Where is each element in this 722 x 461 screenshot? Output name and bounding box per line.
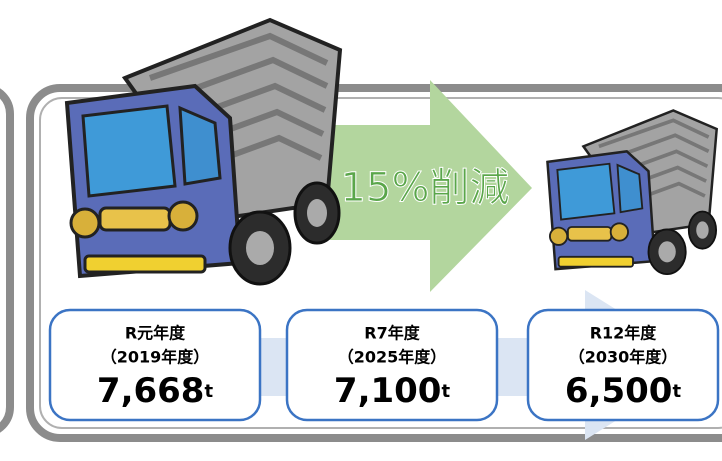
unit: t xyxy=(204,381,213,402)
amount: 7,668 xyxy=(97,371,205,411)
year: （2025年度） xyxy=(338,348,447,367)
amount-line: 7,668t xyxy=(97,371,214,411)
year: （2030年度） xyxy=(569,348,678,367)
infographic: 15%削減 R元年度 （2019年度） 7,668t R7年度 （2025年度）… xyxy=(0,0,722,461)
left-frame xyxy=(0,88,10,433)
amount-line: 7,100t xyxy=(334,371,451,411)
unit: t xyxy=(672,381,681,402)
box: R元年度 （2019年度） 7,668t xyxy=(50,310,260,420)
year: （2019年度） xyxy=(101,348,210,367)
period: R7年度 xyxy=(364,324,420,343)
box: R12年度 （2030年度） 6,500t xyxy=(528,310,718,420)
amount-line: 6,500t xyxy=(565,371,682,411)
period: R元年度 xyxy=(125,324,186,343)
callout: 15%削減 xyxy=(341,165,510,211)
amount: 6,500 xyxy=(565,371,673,411)
period: R12年度 xyxy=(590,324,658,343)
box: R7年度 （2025年度） 7,100t xyxy=(287,310,497,420)
amount: 7,100 xyxy=(334,371,442,411)
unit: t xyxy=(441,381,450,402)
